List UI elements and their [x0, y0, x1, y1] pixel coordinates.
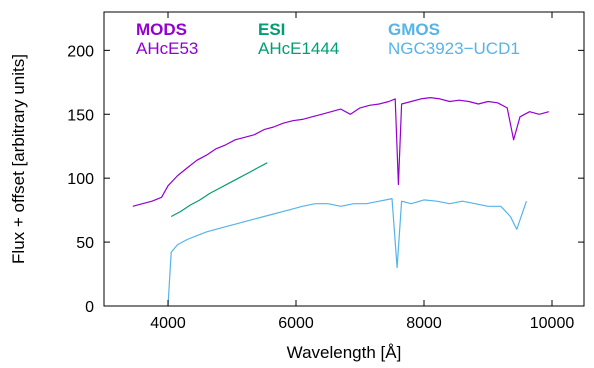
legend-object-mods: AHcE53	[136, 39, 198, 58]
ticks-layer: 4000 6000 8000 10000 0 50 100 150 200	[67, 12, 584, 332]
y-tick-label: 100	[67, 171, 94, 188]
legend-instrument-gmos: GMOS	[388, 20, 440, 39]
x-tick-label: 8000	[406, 315, 442, 332]
y-tick-label: 200	[67, 43, 94, 60]
y-tick-label: 50	[76, 235, 94, 252]
series-line-esi	[170, 162, 268, 218]
y-tick-label: 0	[85, 299, 94, 316]
x-tick-label: 10000	[530, 315, 575, 332]
legend-instrument-esi: ESI	[258, 20, 285, 39]
x-axis-label: Wavelength [Å]	[287, 343, 402, 362]
x-tick-label: 4000	[150, 315, 186, 332]
y-axis-label: Flux + offset [arbitrary units]	[9, 54, 28, 264]
series-line-mods	[132, 96, 549, 207]
x-tick-label: 6000	[278, 315, 314, 332]
plot-frame	[103, 11, 585, 307]
legend-object-gmos: NGC3923−UCD1	[388, 39, 520, 58]
y-tick-label: 150	[67, 107, 94, 124]
legend-object-esi: AHcE1444	[258, 39, 339, 58]
legend-instrument-mods: MODS	[136, 20, 187, 39]
series-line-gmos	[167, 198, 527, 307]
series-layer	[132, 96, 549, 307]
